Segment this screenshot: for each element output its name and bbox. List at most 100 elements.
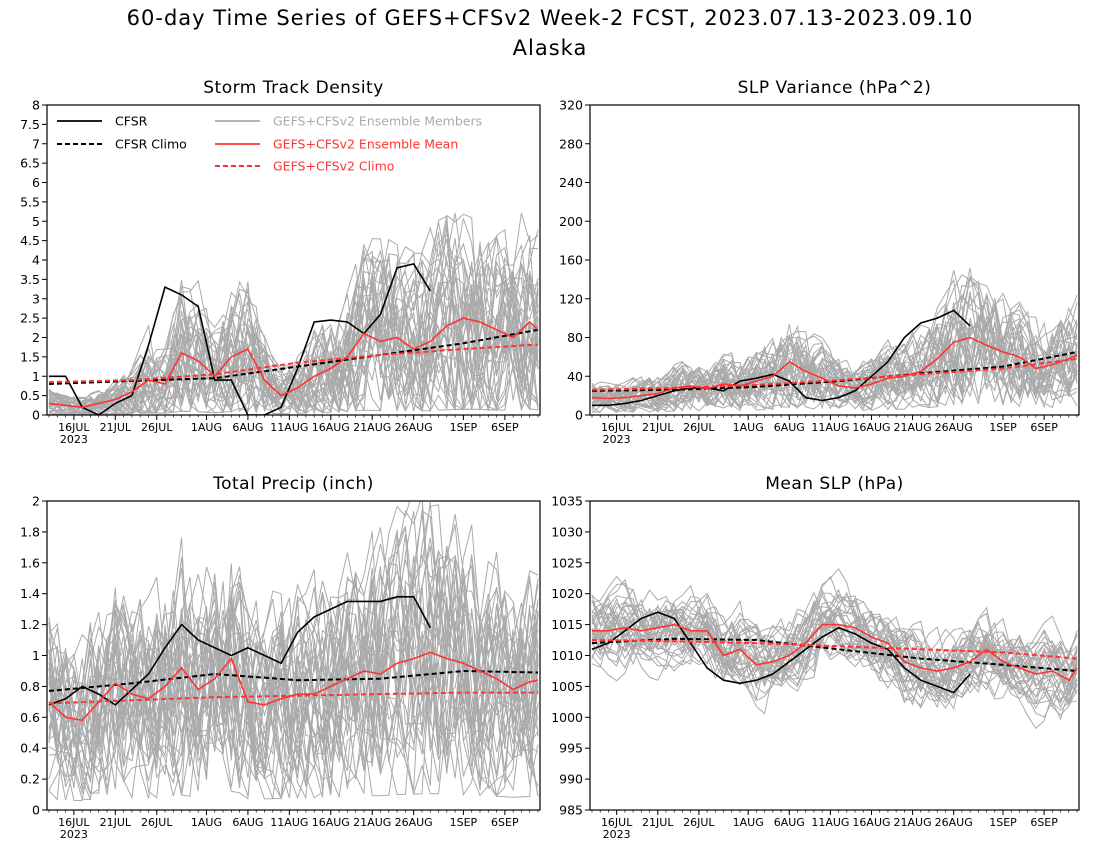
x-year-label: 2023 <box>603 828 631 841</box>
x-tick-label: 16AUG <box>312 421 350 434</box>
ensemble-member-line <box>48 501 539 792</box>
x-tick-label: 26JUL <box>141 421 173 434</box>
ensemble-member-line <box>591 591 1078 698</box>
x-year-label: 2023 <box>60 828 88 841</box>
x-tick-label: 6AUG <box>774 421 805 434</box>
panel-3: Total Precip (inch) 0 0.2 0.4 0.6 0.8 1 1.2 1.4 1… <box>20 474 541 841</box>
cfsr-climo-line <box>48 669 539 692</box>
ensemble-member-line <box>591 602 1078 710</box>
y-tick-label: 1000 <box>551 710 583 725</box>
y-tick-label: 1010 <box>551 648 583 663</box>
x-tick-label: 11AUG <box>270 816 308 829</box>
y-tick-label: 1.2 <box>20 617 40 632</box>
y-tick-label: 0.8 <box>20 679 40 694</box>
y-tick-label: 990 <box>559 772 583 787</box>
figure-title-line1: 60-day Time Series of GEFS+CFSv2 Week-2 … <box>126 6 974 30</box>
ensemble-member-line <box>591 595 1078 707</box>
x-tick-label: 6SEP <box>491 816 519 829</box>
x-tick-label: 1AUG <box>733 816 764 829</box>
legend-members-label: GEFS+CFSv2 Ensemble Members <box>273 114 482 129</box>
x-year-label: 2023 <box>60 433 88 446</box>
cfsr-line <box>592 309 971 407</box>
ensemble-member-line <box>48 555 539 786</box>
y-tick-label: 160 <box>559 253 583 268</box>
ensemble-member-line <box>48 222 539 415</box>
x-tick-label: 1AUG <box>191 816 222 829</box>
x-tick-label: 26AUG <box>395 421 433 434</box>
x-tick-label: 6AUG <box>232 421 263 434</box>
ensemble-members <box>591 568 1078 730</box>
ensemble-member-line <box>48 513 539 802</box>
x-tick-label: 26AUG <box>935 421 973 434</box>
x-tick-label: 16AUG <box>852 816 890 829</box>
gefs-cfsv2-ensemble-mean-line <box>592 623 1078 682</box>
x-tick-label: 6SEP <box>1030 816 1058 829</box>
ensemble-member-line <box>48 610 539 800</box>
x-tick-label: 26JUL <box>683 421 715 434</box>
ensemble-member-line <box>48 602 539 787</box>
ensemble-member-line <box>591 578 1078 704</box>
x-tick-label: 1SEP <box>989 816 1017 829</box>
y-tick-label: 80 <box>567 330 583 345</box>
y-tick-label: 1005 <box>551 679 583 694</box>
y-tick-label: 1 <box>32 648 40 663</box>
ensemble-member-line <box>48 255 539 413</box>
ensemble-member-line <box>48 263 539 414</box>
y-tick-label: 1 <box>32 369 40 384</box>
y-tick-label: 240 <box>559 175 583 190</box>
ensemble-member-line <box>48 509 539 799</box>
y-tick-label: 40 <box>567 369 583 384</box>
x-tick-label: 21AUG <box>894 816 932 829</box>
ensemble-member-line <box>48 258 539 415</box>
x-tick-label: 6AUG <box>774 816 805 829</box>
y-tick-label: 8 <box>32 98 40 113</box>
panel-title: SLP Variance (hPa^2) <box>738 78 932 98</box>
x-tick-label: 16JUL <box>601 421 633 434</box>
x-tick-label: 11AUG <box>811 816 849 829</box>
y-tick-label: 320 <box>559 98 583 113</box>
y-tick-label: 5.5 <box>20 194 40 209</box>
x-tick-label: 21JUL <box>100 816 132 829</box>
y-tick-label: 4 <box>32 253 40 268</box>
x-tick-label: 26JUL <box>141 816 173 829</box>
x-tick-label: 6SEP <box>1030 421 1058 434</box>
y-tick-label: 1015 <box>551 617 583 632</box>
y-tick-label: 7 <box>32 136 40 151</box>
ensemble-member-line <box>48 529 539 800</box>
y-tick-label: 1.4 <box>20 586 40 601</box>
y-tick-label: 5 <box>32 214 40 229</box>
y-tick-label: 1.6 <box>20 555 40 570</box>
ensemble-member-line <box>591 596 1078 697</box>
x-tick-label: 11AUG <box>811 421 849 434</box>
ensemble-member-line <box>591 292 1078 412</box>
ensemble-members <box>48 212 539 415</box>
y-tick-label: 6 <box>32 175 40 190</box>
x-tick-label: 16AUG <box>852 421 890 434</box>
y-tick-label: 0 <box>575 408 583 423</box>
panel-title: Storm Track Density <box>203 78 384 98</box>
ensemble-member-line <box>48 250 539 415</box>
x-tick-label: 6SEP <box>491 421 519 434</box>
y-tick-label: 995 <box>559 741 583 756</box>
panel-1: Storm Track Density 0 0.5 1 1.5 2 2.5 3 3.5 4 4.5 5… <box>20 78 541 446</box>
gefs-cfsv2-climo-line <box>48 343 539 384</box>
y-tick-label: 0 <box>32 408 40 423</box>
ensemble-member-line <box>591 302 1078 411</box>
ensemble-member-line <box>48 275 539 415</box>
x-tick-label: 1AUG <box>733 421 764 434</box>
y-tick-label: 6.5 <box>20 156 40 171</box>
y-tick-label: 1030 <box>551 524 583 539</box>
x-year-label: 2023 <box>603 433 631 446</box>
cfsr-line <box>591 611 971 694</box>
y-tick-label: 280 <box>559 136 583 151</box>
x-tick-label: 21AUG <box>894 421 932 434</box>
x-tick-label: 16AUG <box>312 816 350 829</box>
x-tick-label: 26AUG <box>935 816 973 829</box>
ensemble-members <box>48 501 539 802</box>
y-tick-label: 0.4 <box>20 741 40 756</box>
ensemble-member-line <box>48 215 539 415</box>
x-tick-label: 1AUG <box>191 421 222 434</box>
x-tick-label: 21AUG <box>353 421 391 434</box>
x-tick-label: 6AUG <box>232 816 263 829</box>
